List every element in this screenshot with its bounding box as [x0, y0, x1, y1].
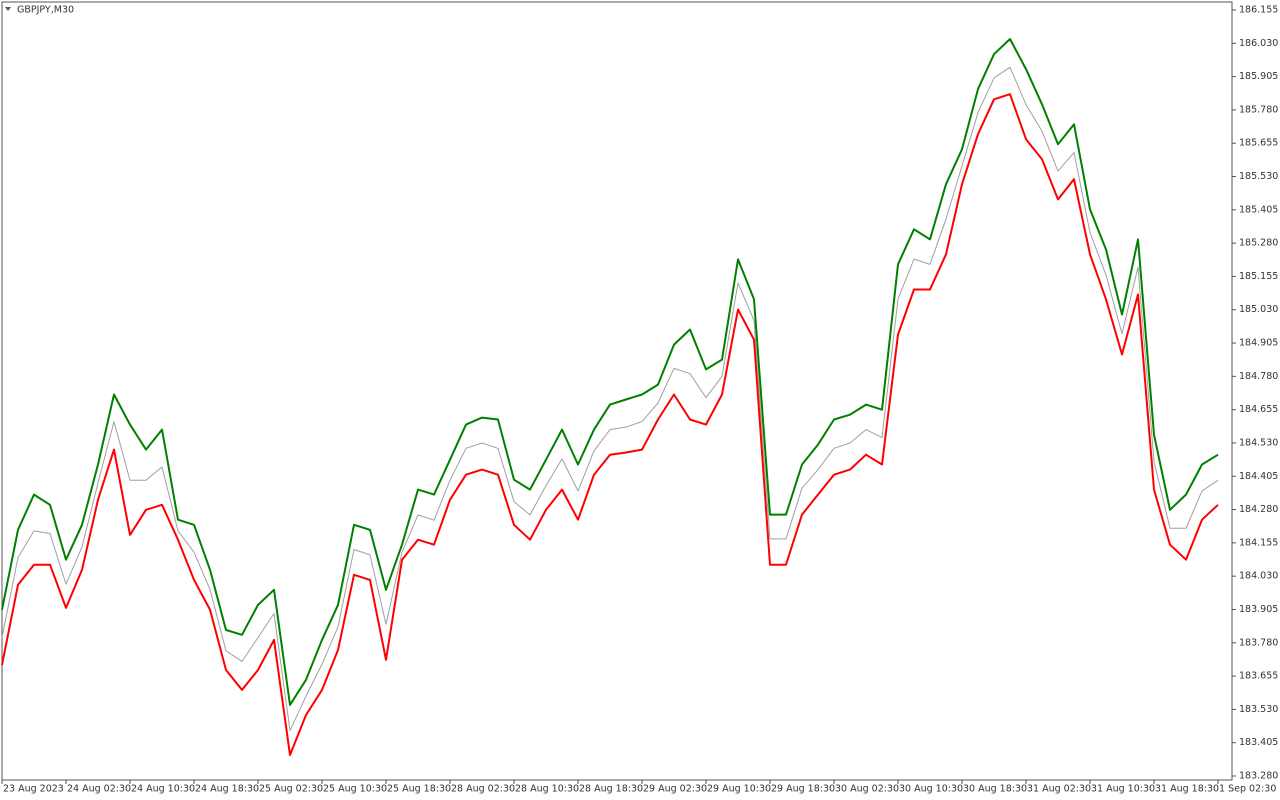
y-tick-label: 183.280	[1239, 771, 1278, 782]
y-tick-label: 184.905	[1239, 338, 1278, 349]
band-line	[1, 93, 1219, 756]
x-tick-label: 28 Aug 02:30	[451, 784, 515, 795]
chart-title: GBPJPY,M30	[17, 5, 74, 16]
y-tick-label: 184.405	[1239, 471, 1278, 482]
y-tick-label: 184.155	[1239, 537, 1278, 548]
y-tick-label: 185.155	[1239, 271, 1278, 282]
x-tick-label: 29 Aug 02:30	[643, 784, 707, 795]
y-tick-label: 183.405	[1239, 737, 1278, 748]
y-tick-label: 185.655	[1239, 138, 1278, 149]
y-tick-label: 185.030	[1239, 304, 1278, 315]
x-tick-label: 31 Aug 02:30	[1027, 784, 1091, 795]
y-tick-label: 185.780	[1239, 104, 1278, 115]
x-tick-label: 30 Aug 18:30	[963, 784, 1027, 795]
x-tick-label: 28 Aug 18:30	[579, 784, 643, 795]
x-tick-label: 25 Aug 10:30	[323, 784, 387, 795]
y-tick-label: 183.655	[1239, 671, 1278, 682]
y-tick-label: 184.030	[1239, 571, 1278, 582]
x-tick-label: 24 Aug 18:30	[195, 784, 259, 795]
y-tick-label: 184.655	[1239, 404, 1278, 415]
x-tick-label: 29 Aug 10:30	[707, 784, 771, 795]
x-tick-label: 30 Aug 02:30	[835, 784, 899, 795]
y-tick-label: 185.405	[1239, 204, 1278, 215]
x-tick-label: 30 Aug 10:30	[899, 784, 963, 795]
plot-frame	[1, 1, 1233, 781]
x-tick-label: 24 Aug 02:30	[67, 784, 131, 795]
band-line	[1, 38, 1219, 706]
x-tick-label: 31 Aug 18:30	[1155, 784, 1219, 795]
y-tick-label: 185.280	[1239, 238, 1278, 249]
y-tick-label: 184.280	[1239, 504, 1278, 515]
y-tick-label: 184.780	[1239, 371, 1278, 382]
x-tick-label: 29 Aug 18:30	[771, 784, 835, 795]
x-tick-label: 23 Aug 2023	[3, 784, 64, 795]
y-tick-label: 183.530	[1239, 704, 1278, 715]
title-arrow	[5, 7, 11, 11]
y-tick-label: 185.530	[1239, 171, 1278, 182]
x-tick-label: 25 Aug 02:30	[259, 784, 323, 795]
y-tick-label: 184.530	[1239, 437, 1278, 448]
x-tick-label: 25 Aug 18:30	[387, 784, 451, 795]
y-tick-label: 186.030	[1239, 38, 1278, 49]
price-line	[1, 66, 1219, 732]
x-tick-label: 28 Aug 10:30	[515, 784, 579, 795]
y-tick-label: 185.905	[1239, 71, 1278, 82]
y-tick-label: 186.155	[1239, 4, 1278, 15]
x-tick-label: 24 Aug 10:30	[131, 784, 195, 795]
y-tick-label: 183.905	[1239, 604, 1278, 615]
x-tick-label: 31 Aug 10:30	[1091, 784, 1155, 795]
y-tick-label: 183.780	[1239, 637, 1278, 648]
x-tick-label: 1 Sep 02:30	[1219, 784, 1276, 795]
